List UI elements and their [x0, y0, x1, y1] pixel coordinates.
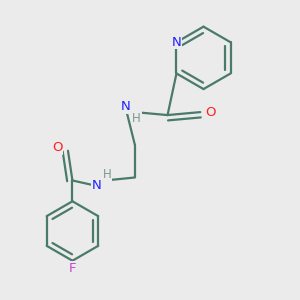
- Text: O: O: [52, 141, 63, 154]
- Text: F: F: [69, 262, 76, 275]
- Text: O: O: [206, 106, 216, 118]
- Text: N: N: [91, 179, 101, 192]
- Text: N: N: [121, 100, 130, 113]
- Text: H: H: [103, 168, 112, 181]
- Text: H: H: [132, 112, 141, 124]
- Text: N: N: [172, 36, 181, 49]
